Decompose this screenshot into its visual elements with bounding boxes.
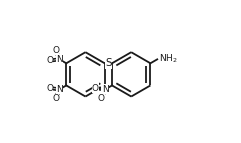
Text: O: O [46, 84, 53, 93]
Text: O: O [98, 94, 105, 103]
Text: N: N [56, 85, 63, 94]
Text: N: N [102, 85, 109, 94]
Text: S: S [105, 58, 112, 68]
Text: O: O [92, 84, 99, 93]
Text: O: O [52, 46, 59, 55]
Text: O: O [52, 94, 59, 103]
Text: NH$_2$: NH$_2$ [159, 52, 178, 65]
Text: N: N [56, 55, 63, 64]
Text: O: O [46, 56, 53, 65]
